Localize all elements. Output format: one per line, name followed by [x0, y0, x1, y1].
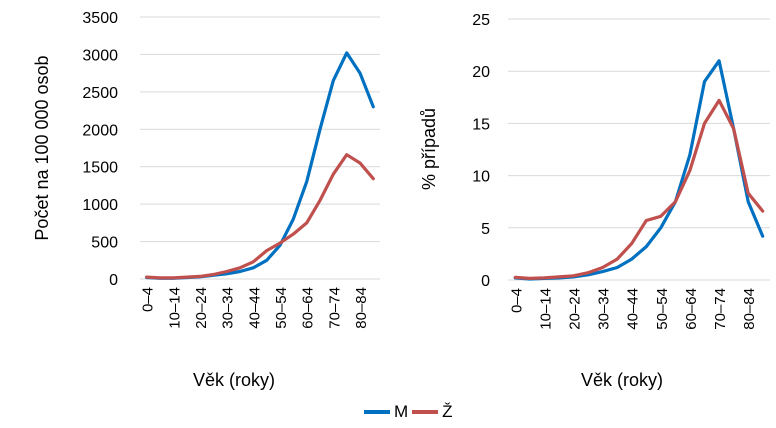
- x-tick-label-percent-2: 10–14: [537, 288, 554, 330]
- x-tick-label-percent-8: 40–44: [625, 288, 642, 330]
- series-line-rate-z: [145, 153, 375, 280]
- x-tick-label-rate-14: 70–74: [326, 287, 343, 329]
- x-tick-label-rate-6: 30–34: [220, 287, 237, 329]
- y-tick-label-rate-3500: 3500: [82, 10, 118, 27]
- y-tick-label-percent-10: 10: [472, 169, 490, 186]
- y-tick-label-percent-15: 15: [472, 116, 490, 133]
- legend-swatch-m: [364, 410, 390, 414]
- series-line-percent-z: [513, 98, 765, 280]
- x-axis-title-percent: Věk (roky): [581, 370, 663, 390]
- legend-item-z: Ž: [412, 402, 453, 422]
- x-tick-label-percent-10: 50–54: [654, 288, 671, 330]
- y-tick-label-rate-2000: 2000: [82, 122, 118, 139]
- y-tick-label-percent-25: 25: [472, 12, 490, 29]
- legend-label-m: M: [394, 402, 409, 421]
- x-tick-label-rate-12: 60–64: [300, 287, 317, 329]
- x-tick-label-percent-12: 60–64: [683, 288, 700, 330]
- x-tick-label-rate-8: 40–44: [246, 287, 263, 329]
- y-tick-label-rate-3000: 3000: [82, 47, 118, 64]
- y-tick-label-percent-20: 20: [472, 64, 490, 81]
- y-tick-label-rate-2500: 2500: [82, 85, 118, 102]
- x-axis-title-rate: Věk (roky): [193, 370, 275, 390]
- y-tick-label-rate-500: 500: [91, 235, 118, 252]
- y-tick-label-rate-1000: 1000: [82, 197, 118, 214]
- y-tick-label-percent-5: 5: [481, 221, 490, 238]
- x-tick-label-rate-10: 50–54: [273, 287, 290, 329]
- y-axis-title-rate: Počet na 100 000 osob: [32, 55, 52, 240]
- charts-canvas: 0 500 1000 1500 2000 2500 3000 3500 0–4 10–14 20–2…: [32, 10, 770, 390]
- x-tick-label-percent-16: 80–84: [741, 288, 758, 330]
- legend-label-z: Ž: [442, 402, 453, 421]
- y-axis-title-percent: % případů: [419, 108, 439, 190]
- y-tick-label-rate-1500: 1500: [82, 160, 118, 177]
- x-tick-label-rate-2: 10–14: [166, 287, 183, 329]
- x-tick-label-percent-14: 70–74: [712, 288, 729, 330]
- x-tick-label-percent-0: 0–4: [508, 288, 525, 313]
- legend-swatch-z: [412, 410, 439, 414]
- y-tick-label-percent-0: 0: [481, 273, 490, 290]
- x-tick-label-percent-4: 20–24: [567, 288, 584, 330]
- legend-item-m: M: [364, 402, 408, 422]
- legend: M Ž: [364, 402, 457, 422]
- y-tick-label-rate-0: 0: [109, 272, 118, 289]
- series-line-percent-m: [513, 59, 765, 281]
- x-tick-label-rate-4: 20–24: [193, 287, 210, 329]
- x-tick-label-rate-16: 80–84: [353, 287, 370, 329]
- x-tick-label-percent-6: 30–34: [596, 288, 613, 330]
- x-tick-label-rate-0: 0–4: [140, 287, 157, 312]
